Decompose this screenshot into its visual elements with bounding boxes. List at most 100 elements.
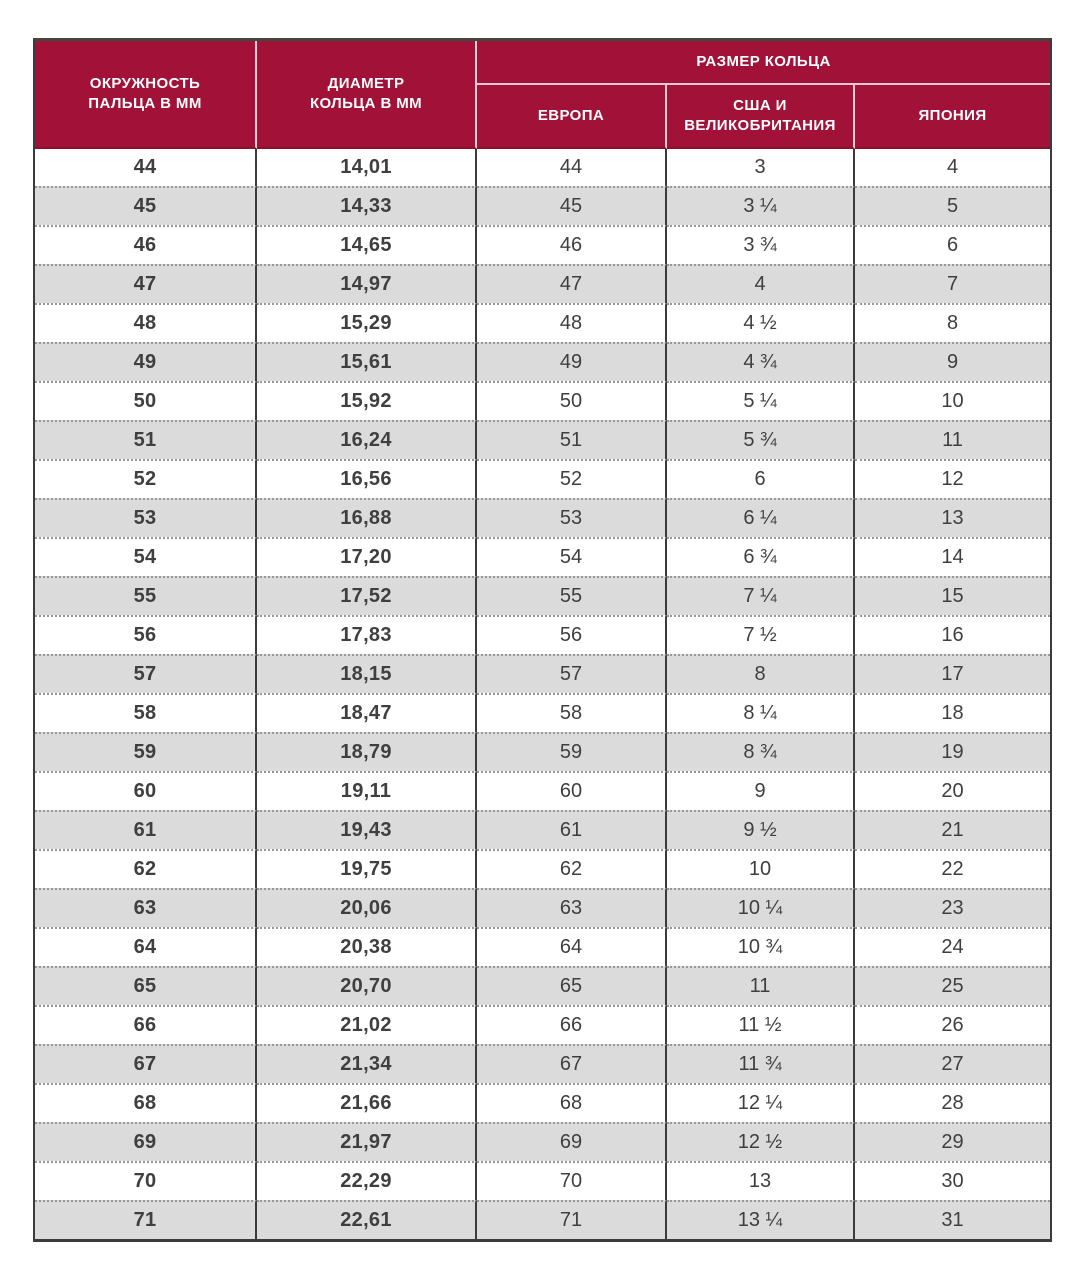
cell-japan: 6 [855, 225, 1051, 264]
cell-circumference: 49 [35, 342, 257, 381]
cell-japan: 24 [855, 927, 1051, 966]
header-europe: ЕВРОПА [477, 85, 667, 149]
cell-diameter: 14,33 [257, 186, 477, 225]
cell-europe: 64 [477, 927, 667, 966]
table-row: 70 22,29 70 13 30 [35, 1161, 1051, 1200]
cell-usa-uk: 10 ¼ [667, 888, 855, 927]
header-japan: ЯПОНИЯ [855, 85, 1051, 149]
cell-japan: 20 [855, 771, 1051, 810]
cell-circumference: 46 [35, 225, 257, 264]
cell-usa-uk: 13 [667, 1161, 855, 1200]
cell-japan: 19 [855, 732, 1051, 771]
cell-diameter: 22,61 [257, 1200, 477, 1239]
cell-diameter: 19,11 [257, 771, 477, 810]
header-diameter: ДИАМЕТР КОЛЬЦА В ММ [257, 41, 477, 149]
table-row: 60 19,11 60 9 20 [35, 771, 1051, 810]
table-row: 44 14,01 44 3 4 [35, 149, 1051, 186]
cell-diameter: 14,65 [257, 225, 477, 264]
cell-europe: 62 [477, 849, 667, 888]
cell-circumference: 69 [35, 1122, 257, 1161]
cell-europe: 44 [477, 149, 667, 186]
cell-circumference: 44 [35, 149, 257, 186]
header-usa-uk: США И ВЕЛИКОБРИТАНИЯ [667, 85, 855, 149]
cell-usa-uk: 6 [667, 459, 855, 498]
cell-diameter: 21,34 [257, 1044, 477, 1083]
cell-europe: 60 [477, 771, 667, 810]
cell-usa-uk: 8 ¼ [667, 693, 855, 732]
table-row: 51 16,24 51 5 ¾ 11 [35, 420, 1051, 459]
cell-europe: 69 [477, 1122, 667, 1161]
cell-usa-uk: 4 ½ [667, 303, 855, 342]
cell-diameter: 15,92 [257, 381, 477, 420]
cell-europe: 55 [477, 576, 667, 615]
cell-usa-uk: 5 ¼ [667, 381, 855, 420]
cell-diameter: 17,83 [257, 615, 477, 654]
cell-usa-uk: 7 ¼ [667, 576, 855, 615]
cell-japan: 8 [855, 303, 1051, 342]
table-row: 67 21,34 67 11 ¾ 27 [35, 1044, 1051, 1083]
cell-japan: 12 [855, 459, 1051, 498]
cell-usa-uk: 9 ½ [667, 810, 855, 849]
table-body: 44 14,01 44 3 4 45 14,33 45 3 ¼ 5 46 14,65 46 3 ¾ 6 47 1… [35, 149, 1051, 1239]
cell-japan: 9 [855, 342, 1051, 381]
cell-circumference: 65 [35, 966, 257, 1005]
cell-circumference: 61 [35, 810, 257, 849]
cell-europe: 49 [477, 342, 667, 381]
cell-europe: 50 [477, 381, 667, 420]
cell-diameter: 18,15 [257, 654, 477, 693]
cell-diameter: 16,88 [257, 498, 477, 537]
header-ring-size-group: РАЗМЕР КОЛЬЦА [477, 41, 1051, 85]
table-row: 63 20,06 63 10 ¼ 23 [35, 888, 1051, 927]
cell-circumference: 57 [35, 654, 257, 693]
cell-circumference: 64 [35, 927, 257, 966]
cell-japan: 22 [855, 849, 1051, 888]
ring-size-table: ОКРУЖНОСТЬ ПАЛЬЦА В ММ ДИАМЕТР КОЛЬЦА В … [33, 38, 1053, 1242]
cell-usa-uk: 7 ½ [667, 615, 855, 654]
cell-circumference: 55 [35, 576, 257, 615]
cell-circumference: 60 [35, 771, 257, 810]
cell-japan: 23 [855, 888, 1051, 927]
cell-usa-uk: 6 ¼ [667, 498, 855, 537]
cell-diameter: 16,56 [257, 459, 477, 498]
cell-diameter: 20,70 [257, 966, 477, 1005]
cell-diameter: 20,38 [257, 927, 477, 966]
cell-japan: 28 [855, 1083, 1051, 1122]
header-row-group: ОКРУЖНОСТЬ ПАЛЬЦА В ММ ДИАМЕТР КОЛЬЦА В … [35, 41, 1051, 149]
table-row: 66 21,02 66 11 ½ 26 [35, 1005, 1051, 1044]
cell-usa-uk: 3 ¾ [667, 225, 855, 264]
cell-circumference: 68 [35, 1083, 257, 1122]
cell-europe: 63 [477, 888, 667, 927]
cell-circumference: 56 [35, 615, 257, 654]
cell-europe: 45 [477, 186, 667, 225]
cell-diameter: 21,66 [257, 1083, 477, 1122]
cell-circumference: 47 [35, 264, 257, 303]
cell-europe: 48 [477, 303, 667, 342]
cell-japan: 21 [855, 810, 1051, 849]
cell-japan: 16 [855, 615, 1051, 654]
cell-europe: 47 [477, 264, 667, 303]
cell-europe: 65 [477, 966, 667, 1005]
cell-japan: 4 [855, 149, 1051, 186]
cell-usa-uk: 11 [667, 966, 855, 1005]
cell-europe: 59 [477, 732, 667, 771]
cell-europe: 54 [477, 537, 667, 576]
cell-diameter: 14,01 [257, 149, 477, 186]
cell-circumference: 53 [35, 498, 257, 537]
cell-circumference: 66 [35, 1005, 257, 1044]
table-row: 59 18,79 59 8 ¾ 19 [35, 732, 1051, 771]
cell-japan: 25 [855, 966, 1051, 1005]
cell-usa-uk: 6 ¾ [667, 537, 855, 576]
cell-circumference: 54 [35, 537, 257, 576]
cell-diameter: 19,43 [257, 810, 477, 849]
cell-japan: 18 [855, 693, 1051, 732]
cell-circumference: 51 [35, 420, 257, 459]
table-row: 57 18,15 57 8 17 [35, 654, 1051, 693]
cell-europe: 58 [477, 693, 667, 732]
table-row: 61 19,43 61 9 ½ 21 [35, 810, 1051, 849]
cell-japan: 26 [855, 1005, 1051, 1044]
cell-usa-uk: 12 ½ [667, 1122, 855, 1161]
